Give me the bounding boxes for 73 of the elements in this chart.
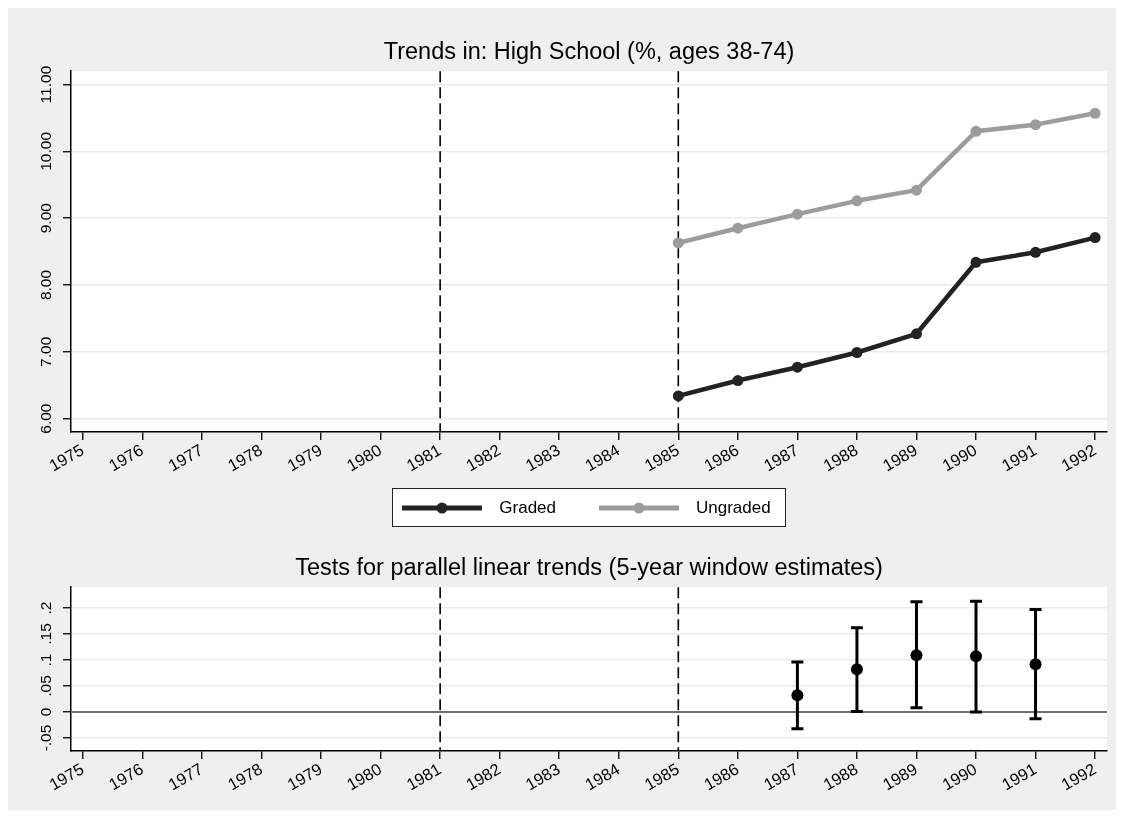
x-tick-label: 1990 bbox=[939, 440, 980, 475]
x-tick-label: 1992 bbox=[1058, 440, 1099, 475]
x-tick-label: 1989 bbox=[879, 440, 921, 475]
y-tick-label: .05 bbox=[36, 675, 54, 697]
x-tick-label: 1977 bbox=[165, 759, 206, 794]
x-tick-label: 1979 bbox=[284, 440, 325, 475]
point bbox=[791, 361, 803, 373]
x-tick-label: 1990 bbox=[939, 759, 980, 794]
point bbox=[970, 650, 983, 663]
point bbox=[850, 663, 863, 676]
x-tick-label: 1979 bbox=[284, 759, 325, 794]
point bbox=[970, 125, 982, 137]
y-tick-label: 7.00 bbox=[36, 336, 54, 367]
x-tick-label: 1989 bbox=[879, 759, 921, 794]
y-tick-label: 6.00 bbox=[36, 403, 54, 434]
legend-label: Graded bbox=[499, 497, 557, 518]
x-tick-label: 1991 bbox=[998, 759, 1040, 794]
x-tick-label: 1982 bbox=[462, 759, 504, 794]
y-tick-label: -.05 bbox=[36, 724, 54, 752]
point bbox=[732, 222, 744, 234]
y-tick-label: .15 bbox=[36, 623, 54, 645]
x-tick-label: 1981 bbox=[403, 759, 444, 794]
x-tick-label: 1977 bbox=[165, 440, 206, 475]
y-tick-label: 0 bbox=[36, 707, 54, 717]
y-tick-label: .1 bbox=[36, 653, 54, 667]
x-tick-label: 1975 bbox=[45, 759, 87, 794]
y-tick-label: 8.00 bbox=[36, 269, 54, 301]
chart-title: Tests for parallel linear trends (5-year window estimates) bbox=[295, 553, 883, 580]
x-tick-label: 1978 bbox=[224, 440, 266, 475]
y-tick-label: 11.00 bbox=[36, 65, 54, 104]
x-tick-label: 1981 bbox=[403, 440, 444, 475]
point bbox=[970, 256, 982, 268]
y-tick-label: 9.00 bbox=[36, 202, 54, 234]
y-tick-label: 10.00 bbox=[36, 131, 54, 171]
x-tick-label: 1975 bbox=[45, 440, 87, 475]
point bbox=[1030, 246, 1042, 258]
x-tick-label: 1987 bbox=[760, 440, 802, 475]
x-tick-label: 1984 bbox=[581, 759, 623, 794]
point bbox=[791, 208, 803, 220]
point bbox=[910, 328, 922, 340]
x-tick-label: 1991 bbox=[998, 440, 1040, 475]
x-tick-label: 1986 bbox=[700, 759, 742, 794]
point bbox=[1089, 107, 1101, 119]
point bbox=[1029, 658, 1042, 671]
point bbox=[910, 649, 923, 662]
x-tick-label: 1988 bbox=[819, 759, 861, 794]
x-tick-label: 1985 bbox=[641, 440, 683, 475]
x-tick-label: 1986 bbox=[700, 440, 742, 475]
x-tick-label: 1982 bbox=[462, 440, 504, 475]
x-tick-label: 1983 bbox=[522, 440, 563, 475]
x-tick-label: 1987 bbox=[760, 759, 802, 794]
x-tick-label: 1980 bbox=[343, 440, 385, 475]
x-tick-label: 1985 bbox=[641, 759, 683, 794]
x-tick-label: 1976 bbox=[105, 759, 147, 794]
legend-label: Ungraded bbox=[696, 497, 771, 518]
x-tick-label: 1988 bbox=[819, 440, 861, 475]
x-tick-label: 1984 bbox=[581, 440, 623, 475]
x-tick-label: 1992 bbox=[1058, 759, 1099, 794]
point bbox=[851, 346, 863, 358]
y-tick-label: .2 bbox=[36, 601, 54, 615]
point bbox=[672, 237, 684, 249]
point bbox=[791, 689, 804, 702]
chart-title: Trends in: High School (%, ages 38-74) bbox=[383, 37, 795, 64]
x-tick-label: 1983 bbox=[522, 759, 563, 794]
point bbox=[732, 375, 744, 387]
point bbox=[672, 390, 684, 402]
point bbox=[1089, 232, 1101, 244]
x-tick-label: 1980 bbox=[343, 759, 385, 794]
x-tick-label: 1978 bbox=[224, 759, 266, 794]
point bbox=[851, 195, 863, 207]
point bbox=[1030, 119, 1042, 131]
point bbox=[910, 184, 922, 196]
x-tick-label: 1976 bbox=[105, 440, 147, 475]
